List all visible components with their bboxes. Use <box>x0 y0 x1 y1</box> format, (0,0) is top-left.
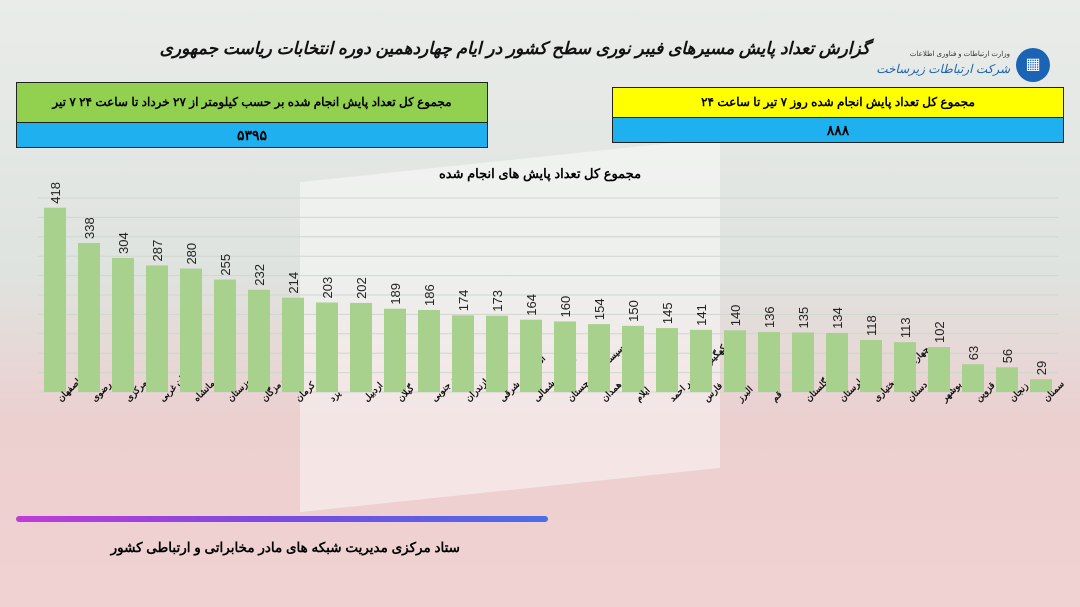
bar <box>452 315 474 392</box>
bar <box>724 330 746 392</box>
ministry-name: وزارت ارتباطات و فناوری اطلاعات <box>909 51 1010 58</box>
logo: ▦ وزارت ارتباطات و فناوری اطلاعات شرکت ا… <box>876 46 1050 86</box>
bar-value-label: 136 <box>762 306 777 328</box>
bar-value-label: 63 <box>966 346 981 360</box>
company-name: شرکت ارتباطات زیرساخت <box>876 62 1010 76</box>
bar-value-label: 418 <box>48 182 63 204</box>
bar <box>78 242 100 392</box>
bar <box>418 309 440 392</box>
footer-text: ستاد مرکزی مدیریت شبکه های مادر مخابراتی… <box>110 540 460 555</box>
bar <box>928 347 950 392</box>
bar <box>758 332 780 392</box>
bar <box>656 328 678 392</box>
bar <box>350 302 372 392</box>
bar <box>282 297 304 392</box>
bar-value-label: 102 <box>932 321 947 343</box>
bar-value-label: 145 <box>660 302 675 324</box>
bar <box>962 364 984 392</box>
bar-value-label: 304 <box>116 232 131 254</box>
bar <box>384 308 406 392</box>
bar-value-label: 186 <box>422 284 437 306</box>
bar-value-label: 280 <box>184 243 199 265</box>
page-title: گزارش تعداد پایش مسیرهای فیبر نوری سطح ک… <box>159 39 870 58</box>
daily-total-value: ۸۸۸ <box>613 118 1063 142</box>
bar-value-label: 202 <box>354 277 369 299</box>
bar-value-label: 113 <box>898 317 913 338</box>
bar-value-label: 173 <box>490 290 505 312</box>
bar-value-label: 29 <box>1034 361 1049 375</box>
bar-value-label: 150 <box>626 300 641 322</box>
bar <box>996 367 1018 392</box>
bar <box>316 302 338 392</box>
bar-value-label: 174 <box>456 290 471 312</box>
gradient-divider <box>16 516 548 522</box>
bar <box>690 329 712 392</box>
bar <box>112 257 134 392</box>
bar <box>860 339 882 392</box>
company-logo-icon: ▦ <box>1016 48 1050 82</box>
bar-value-label: 160 <box>558 296 573 318</box>
bar-value-label: 255 <box>218 254 233 276</box>
bar-value-label: 189 <box>388 283 403 305</box>
bar <box>622 325 644 392</box>
bar-value-label: 287 <box>150 240 165 262</box>
bar-value-label: 141 <box>694 304 709 326</box>
daily-total-label: مجموع کل تعداد پایش انجام شده روز ۷ تیر … <box>613 88 1063 118</box>
bar <box>588 324 610 392</box>
bar-value-label: 135 <box>796 307 811 329</box>
bar <box>1030 379 1052 392</box>
bar <box>44 207 66 392</box>
bar <box>826 332 848 392</box>
bar <box>894 342 916 392</box>
bar <box>248 289 270 392</box>
bar <box>554 321 576 392</box>
bar-value-label: 140 <box>728 305 743 327</box>
bar-value-label: 214 <box>286 272 301 294</box>
bar <box>792 332 814 392</box>
bar-value-label: 154 <box>592 298 607 320</box>
bar-value-label: 134 <box>830 307 845 329</box>
bar <box>486 315 508 392</box>
bar <box>146 265 168 392</box>
bar <box>214 279 236 392</box>
bar-value-label: 338 <box>82 217 97 239</box>
chart-title: مجموع کل تعداد پایش های انجام شده <box>438 166 642 181</box>
bar-value-label: 232 <box>252 264 267 286</box>
bar-value-label: 56 <box>1000 349 1015 363</box>
bar-value-label: 118 <box>864 315 879 336</box>
bar-value-label: 203 <box>320 277 335 299</box>
total-km-label: مجموع کل تعداد پایش انجام شده بر حسب کیل… <box>17 83 487 123</box>
total-km-box: مجموع کل تعداد پایش انجام شده بر حسب کیل… <box>16 82 488 148</box>
daily-total-box: مجموع کل تعداد پایش انجام شده روز ۷ تیر … <box>612 87 1064 143</box>
bar-value-label: 164 <box>524 294 539 316</box>
bar <box>520 319 542 392</box>
total-km-value: ۵۳۹۵ <box>17 123 487 147</box>
bar <box>180 268 202 392</box>
